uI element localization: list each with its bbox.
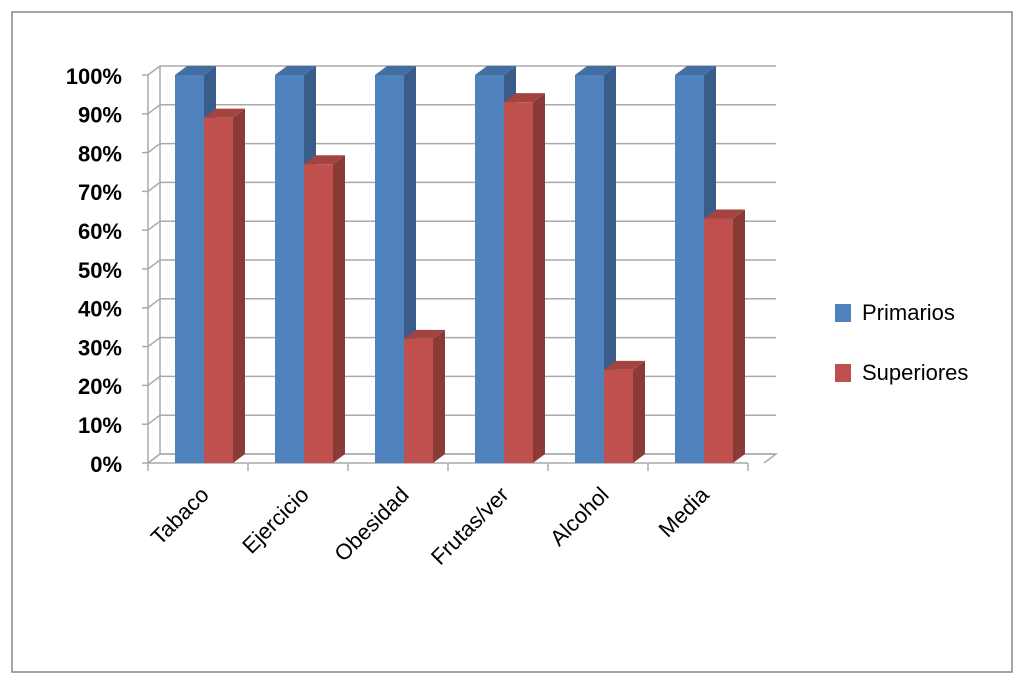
y-tick-label: 20% bbox=[78, 374, 122, 399]
y-tick-label: 30% bbox=[78, 335, 122, 360]
bar-side bbox=[633, 360, 645, 463]
bar-front bbox=[504, 102, 533, 463]
grid-line bbox=[147, 298, 776, 309]
bar-top bbox=[204, 108, 245, 118]
bar-top bbox=[675, 66, 716, 75]
bar-front bbox=[404, 338, 433, 463]
bar-front bbox=[304, 164, 333, 464]
grid-line bbox=[147, 220, 776, 231]
bar-top bbox=[175, 66, 216, 75]
grid-line bbox=[147, 65, 776, 76]
bar bbox=[304, 155, 345, 464]
bar-top bbox=[604, 360, 645, 370]
y-tick-label: 40% bbox=[78, 297, 122, 322]
bar-top bbox=[275, 66, 316, 75]
bar-top bbox=[304, 155, 345, 165]
legend-swatch bbox=[835, 364, 851, 382]
y-tick-label: 90% bbox=[78, 103, 122, 128]
grid-line bbox=[147, 142, 776, 154]
legend-label: Superiores bbox=[862, 360, 968, 385]
legend-label: Primarios bbox=[862, 300, 955, 325]
y-tick-label: 10% bbox=[78, 413, 122, 438]
bar-side bbox=[233, 108, 245, 464]
y-tick-label: 80% bbox=[78, 141, 122, 166]
y-tick-label: 0% bbox=[90, 452, 122, 477]
bar bbox=[204, 108, 245, 464]
bar bbox=[604, 360, 645, 463]
legend-swatch bbox=[835, 304, 851, 322]
bar-front bbox=[275, 75, 304, 463]
bar-front bbox=[604, 369, 633, 463]
bar-top bbox=[404, 329, 445, 339]
bar-front bbox=[475, 75, 504, 463]
bar bbox=[704, 209, 745, 463]
bar-front bbox=[375, 75, 404, 463]
grid-line bbox=[147, 414, 776, 425]
grid-line bbox=[147, 453, 776, 464]
bar-top bbox=[704, 209, 745, 219]
grid-line bbox=[147, 181, 776, 192]
y-tick-label: 100% bbox=[66, 64, 122, 89]
y-tick-label: 50% bbox=[78, 258, 122, 283]
bar-top bbox=[375, 66, 416, 75]
bar-top bbox=[475, 66, 516, 75]
bar-top bbox=[575, 66, 616, 75]
bar bbox=[504, 93, 545, 463]
y-tick-label: 60% bbox=[78, 219, 122, 244]
bar-front bbox=[204, 117, 233, 464]
y-tick-label: 70% bbox=[78, 180, 122, 205]
bar-front bbox=[175, 75, 204, 463]
bar-front bbox=[704, 218, 733, 463]
bar-side bbox=[433, 329, 445, 463]
bar bbox=[404, 329, 445, 463]
bar-side bbox=[533, 93, 545, 463]
bar-top bbox=[504, 93, 545, 103]
grid-line bbox=[147, 104, 776, 115]
bar-front bbox=[575, 75, 604, 463]
grid-line bbox=[147, 259, 776, 270]
grid-line bbox=[147, 336, 776, 348]
bar-side bbox=[733, 209, 745, 463]
bar-front bbox=[675, 75, 704, 463]
grid-line bbox=[147, 375, 776, 386]
bar-side bbox=[333, 155, 345, 464]
